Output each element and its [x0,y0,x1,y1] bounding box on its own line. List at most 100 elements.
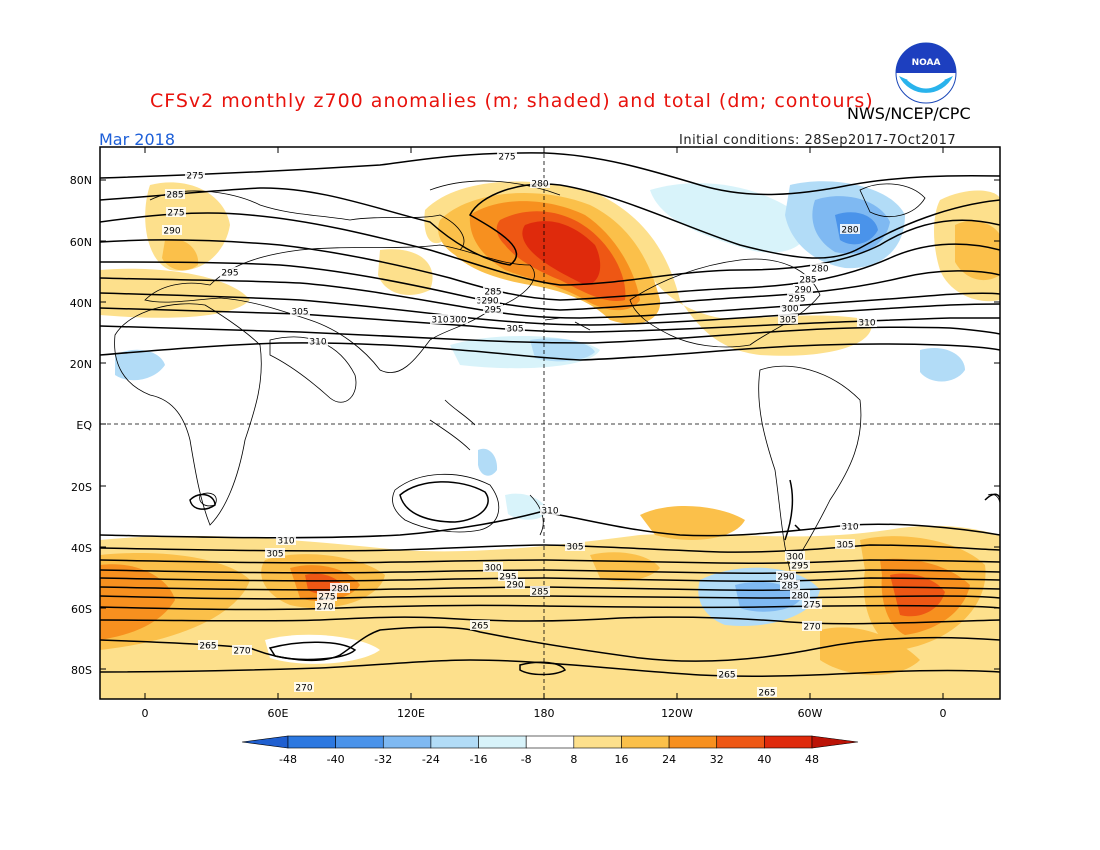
contour-label-bg [498,571,518,581]
contour-label-bg [717,669,737,679]
colorbar-segment [478,735,527,749]
lat-label-80s: 80S [71,664,92,677]
contour-label-bg [530,178,550,188]
contour-label-north: 290 [163,227,180,237]
colorbar-segment [382,735,432,749]
contour-label-bg [330,583,350,593]
lon-label-60e: 60E [268,707,289,720]
contour-label-bg [840,224,860,234]
lon-label-0-east: 0 [940,707,947,720]
forecast-month: Mar 2018 [99,130,175,149]
contour-label-bg [315,601,335,611]
contour-label-bg [162,225,182,235]
contour-label-north: 285 [799,276,816,286]
colorbar-level-label: 16 [614,753,628,766]
contour-label-north: 310 [431,316,448,326]
contour-label-bg [785,551,805,561]
contour-label-bg [505,323,525,333]
contour-label-south: 285 [531,588,548,598]
colorbar-segment [335,735,384,749]
colorbar-segment [573,735,622,749]
contour-label-bg [780,303,800,313]
contour-label-south: 300 [484,564,501,574]
latitude-labels: 80N 60N 40N 20N EQ 20S 40S 60S 80S [70,174,93,677]
contour-label-bg [483,286,503,296]
contour-label-south: 265 [471,622,488,632]
contour-label-south: 300 [786,553,803,563]
contour-labels: 2752752802802852902953003053103102752802… [162,151,877,699]
contour-label-north: 285 [484,288,501,298]
lon-label-180: 180 [534,707,555,720]
colorbar-level-label: 48 [805,753,819,766]
contour-label-bg [776,571,796,581]
contour-label-bg [185,170,205,180]
colorbar-level-label: -16 [470,753,488,766]
contour-label-bg [793,284,813,294]
contour-label-north: 280 [531,180,548,190]
lat-label-eq: EQ [76,419,92,432]
initial-conditions: Initial conditions: 28Sep2017-7Oct2017 [679,133,957,148]
contour-label-bg [276,535,296,545]
contour-label-bg [565,541,585,551]
contour-label-bg [317,591,337,601]
contour-label-south: 265 [718,671,735,681]
contour-label-bg [165,189,185,199]
contour-label-south: 295 [791,562,808,572]
contour-label-bg [798,274,818,284]
lat-label-20s: 20S [71,481,92,494]
contour-label-north: 280 [841,226,858,236]
contour-label-north: 290 [794,286,811,296]
contour-label-south: 290 [777,573,794,583]
contour-label-bg [810,263,830,273]
lon-label-60w: 60W [798,707,823,720]
lat-label-20n: 20N [70,358,92,371]
contour-label-bg [480,295,500,305]
contour-label-south: 285 [781,582,798,592]
contour-label-bg [530,586,550,596]
contour-label-south: 275 [318,593,335,603]
colorbar-level-label: 24 [662,753,676,766]
contour-label-north: 275 [186,172,203,182]
contour-label-south: 305 [266,550,283,560]
contour-label-south: 270 [295,684,312,694]
contour-label-bg [470,620,490,630]
contour-label-south: 305 [836,541,853,551]
anomaly-shading [100,147,1000,699]
colorbar-segment [621,735,670,749]
contour-label-bg [483,562,503,572]
contour-label-bg [835,539,855,549]
lat-label-40s: 40S [71,542,92,555]
colorbar-level-label: -40 [327,753,345,766]
contour-label-bg [290,306,310,316]
colorbar-segment [287,735,336,749]
contour-label-bg [265,548,285,558]
lon-label-0-west: 0 [142,707,149,720]
contour-label-bg [802,621,822,631]
colorbar-level-label: -48 [279,753,297,766]
contour-label-bg [540,505,560,515]
contour-label-south: 280 [331,585,348,595]
contour-label-bg [430,314,450,324]
contour-label-bg [448,314,468,324]
contour-label-south: 310 [841,523,858,533]
axis-ticks [100,147,1000,699]
contour-label-south: 305 [566,543,583,553]
contour-label-north: 310 [309,338,326,348]
colorbar-level-label: -32 [374,753,392,766]
contour-label-south: 295 [499,573,516,583]
contour-label-bg [778,314,798,324]
colorbar-segment [525,735,575,749]
contour-label-bg [787,293,807,303]
lon-label-120e: 120E [397,707,425,720]
colorbar-segment [716,735,765,749]
contour-label-bg [780,580,800,590]
map-frame [99,146,1001,700]
contour-label-north: 285 [166,191,183,201]
lat-label-60s: 60S [71,603,92,616]
contour-label-south: 270 [803,623,820,633]
contour-label-north: 295 [221,269,238,279]
contour-label-bg [802,599,822,609]
contour-label-south: 270 [233,647,250,657]
contour-label-north: 290 [481,297,498,307]
agency-label: NWS/NCEP/CPC [847,104,971,123]
